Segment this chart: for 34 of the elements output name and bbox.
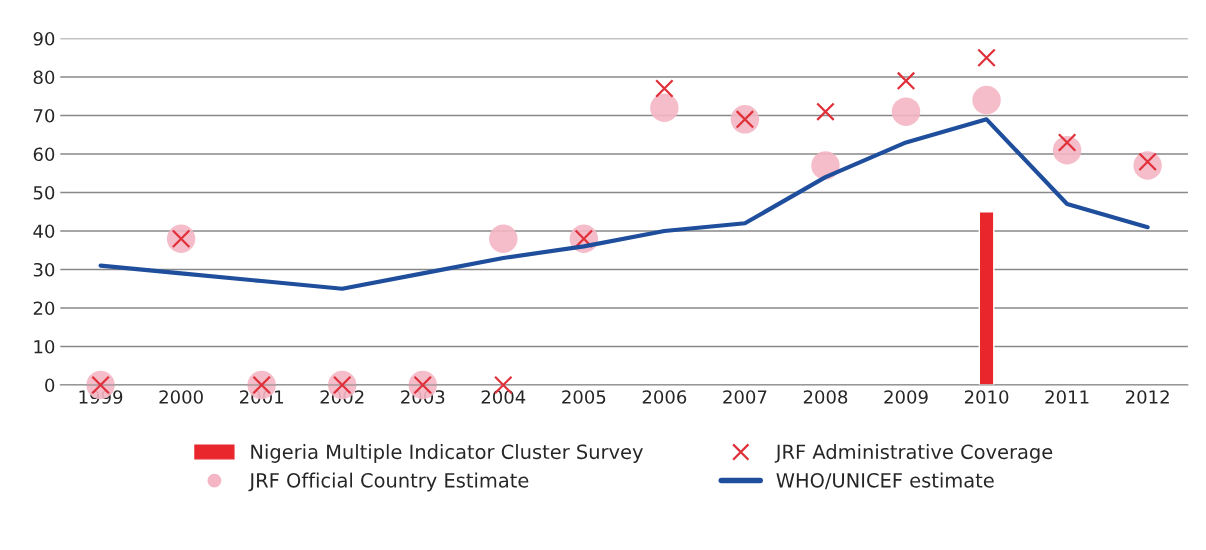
point xyxy=(655,79,674,98)
point xyxy=(972,85,1001,115)
x-tick-label: 2000 xyxy=(159,390,203,404)
legend-label: JRF Administrative Coverage xyxy=(774,444,1053,463)
y-tick-label: 80 xyxy=(33,70,55,85)
y-tick-label: 90 xyxy=(33,31,55,46)
y-tick-label: 30 xyxy=(33,262,55,277)
point xyxy=(650,93,679,123)
point xyxy=(896,71,916,91)
x-tick-label: 2006 xyxy=(642,390,687,404)
x-tick-label: 2010 xyxy=(964,390,1009,404)
x-tick-label: 2004 xyxy=(481,390,526,404)
x-tick-label: 2008 xyxy=(803,390,848,404)
x-tick-label: 2011 xyxy=(1045,390,1089,404)
point xyxy=(891,97,921,126)
legend-label: Nigeria Multiple Indicator Cluster Survey xyxy=(251,444,643,463)
x-tick-label: 2012 xyxy=(1125,390,1169,404)
y-tick-label: 0 xyxy=(45,378,55,393)
x-tick-label: 2005 xyxy=(562,390,606,404)
legend-label: JRF Official Country Estimate xyxy=(248,472,529,492)
x-tick-label: 2007 xyxy=(723,390,767,404)
line-series xyxy=(98,117,1150,291)
point xyxy=(816,102,835,121)
legend-label: WHO/UNICEF estimate xyxy=(776,472,994,490)
point xyxy=(489,224,518,253)
x-tick-label: 1999 xyxy=(79,390,123,404)
x-tick-label: 2009 xyxy=(884,390,928,404)
y-tick-label: 20 xyxy=(33,301,55,316)
y-tick-label: 50 xyxy=(33,185,55,200)
point xyxy=(977,48,996,68)
y-tick-label: 10 xyxy=(34,339,55,354)
y-tick-label: 40 xyxy=(33,224,55,239)
y-tick-label: 60 xyxy=(33,147,55,162)
y-tick-label: 70 xyxy=(33,108,55,123)
